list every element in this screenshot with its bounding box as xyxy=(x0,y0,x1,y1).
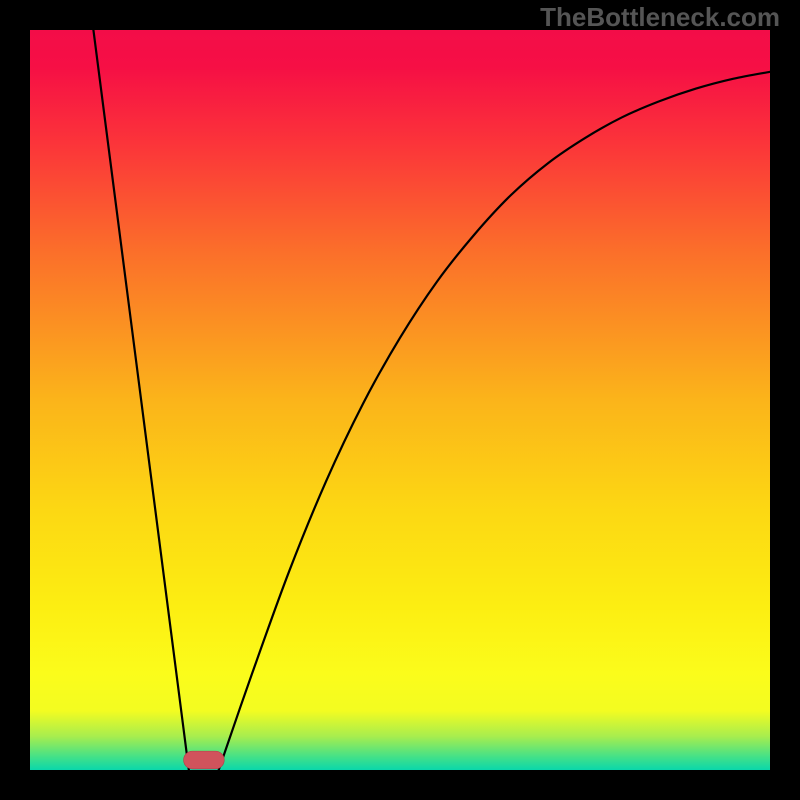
chart-svg xyxy=(0,0,800,800)
chart-frame: TheBottleneck.com xyxy=(0,0,800,800)
watermark-text: TheBottleneck.com xyxy=(540,2,780,33)
optimal-point-marker xyxy=(184,751,225,769)
